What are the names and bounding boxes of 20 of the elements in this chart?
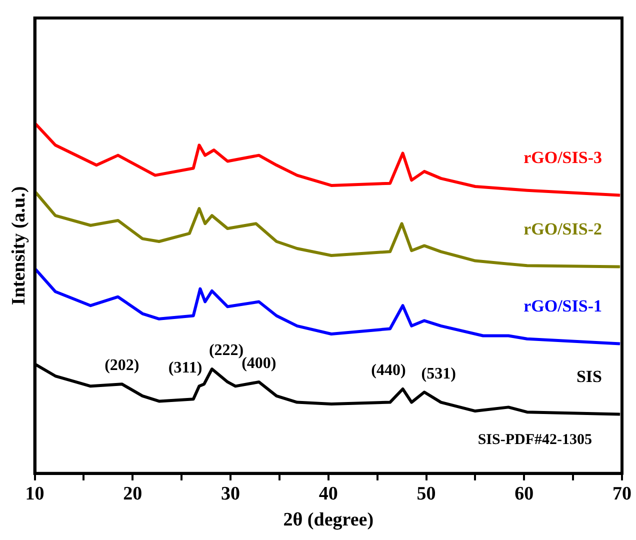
series-label: SIS (576, 367, 602, 386)
annotation: (202) (104, 357, 140, 374)
x-tick-label: 10 (25, 484, 44, 505)
x-tick-label: 20 (123, 484, 142, 505)
x-axis-title: 2θ (degree) (283, 510, 374, 531)
x-tick-label: 60 (514, 484, 534, 505)
series-label: rGO/SIS-1 (524, 296, 602, 316)
annotation: (531) (421, 365, 456, 382)
series-label: rGO/SIS-2 (524, 220, 602, 239)
annotation: (440) (371, 362, 406, 380)
x-tick-label: 40 (318, 484, 338, 505)
annotation: (400) (242, 355, 276, 372)
annotation: SIS-PDF#42-1305 (478, 432, 592, 448)
annotation: (311) (168, 359, 202, 376)
y-axis-title: Intensity (a.u.) (8, 186, 30, 306)
annotation: (222) (208, 342, 244, 360)
x-tick-label: 70 (612, 484, 632, 505)
series-label: rGO/SIS-3 (524, 148, 602, 168)
x-tick-label: 50 (416, 484, 436, 505)
x-tick-label: 30 (221, 484, 240, 505)
